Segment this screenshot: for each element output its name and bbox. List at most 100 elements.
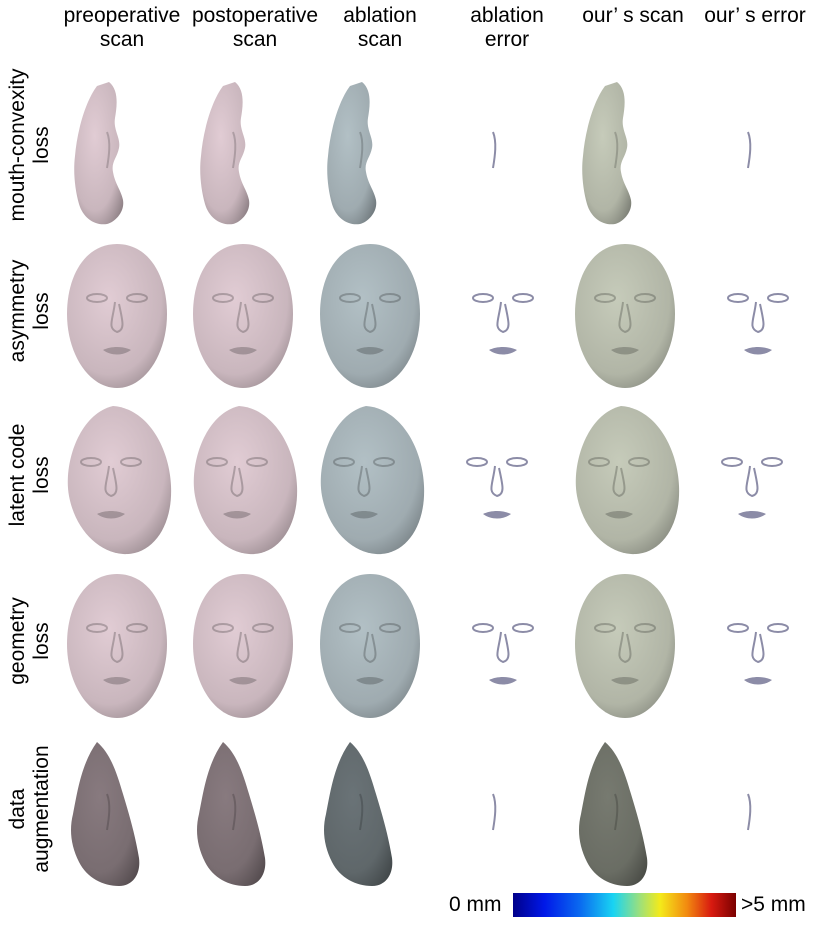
profile-contour bbox=[492, 131, 497, 169]
row-label-line1: geometry bbox=[6, 597, 29, 685]
postoperative-scan-4 bbox=[183, 566, 303, 726]
eye-feature bbox=[212, 623, 234, 633]
face-surface bbox=[712, 742, 780, 886]
ablation-scan-2 bbox=[310, 236, 430, 396]
mouth-feature bbox=[738, 511, 766, 519]
eye-feature bbox=[761, 457, 783, 467]
eye-feature bbox=[466, 457, 488, 467]
profile-contour bbox=[614, 131, 619, 169]
row-label-asymmetry: asymmetry loss bbox=[0, 236, 60, 386]
eye-feature bbox=[126, 293, 148, 303]
eye-feature bbox=[512, 293, 534, 303]
row-label-latent-code: latent code loss bbox=[0, 400, 60, 550]
face-render bbox=[320, 574, 420, 718]
nose-feature bbox=[363, 631, 377, 664]
nose-feature bbox=[110, 301, 124, 334]
postoperative-scan-5 bbox=[183, 734, 303, 894]
eye-feature bbox=[86, 623, 108, 633]
mouth-feature bbox=[489, 347, 517, 355]
eye-feature bbox=[339, 293, 361, 303]
ours-scan-3 bbox=[565, 400, 685, 560]
ablation-error-map-2 bbox=[443, 236, 563, 396]
column-header-line1: postoperative bbox=[191, 4, 319, 27]
preoperative-scan-4 bbox=[57, 566, 177, 726]
eye-feature bbox=[246, 457, 268, 467]
nose-feature bbox=[612, 465, 626, 498]
column-header-ablation-error: ablation error bbox=[432, 4, 582, 52]
eye-feature bbox=[634, 293, 656, 303]
eye-feature bbox=[333, 457, 355, 467]
face-surface bbox=[74, 82, 124, 225]
face-surface bbox=[579, 742, 648, 886]
face-render bbox=[721, 457, 783, 519]
face-render bbox=[200, 82, 250, 225]
column-header-line2: scan bbox=[232, 28, 278, 51]
ours-scan-5 bbox=[565, 734, 685, 894]
face-render bbox=[320, 406, 425, 555]
row-label-line2: loss bbox=[30, 126, 53, 164]
eye-feature bbox=[212, 293, 234, 303]
column-header-ours-scan: our’ s scan bbox=[558, 4, 708, 28]
nose-feature bbox=[236, 631, 250, 664]
eye-feature bbox=[472, 623, 494, 633]
row-label-line1: mouth-convexity bbox=[6, 68, 29, 222]
face-render bbox=[466, 457, 528, 519]
column-header-line1: our’ s error bbox=[704, 4, 806, 27]
face-surface bbox=[193, 574, 293, 718]
face-surface bbox=[197, 742, 266, 886]
row-label-line1: latent code bbox=[6, 423, 29, 527]
eye-feature bbox=[767, 293, 789, 303]
nose-feature bbox=[751, 631, 765, 664]
eye-feature bbox=[80, 457, 102, 467]
mouth-feature bbox=[605, 511, 633, 519]
face-render bbox=[747, 131, 752, 169]
eye-feature bbox=[512, 623, 534, 633]
postoperative-scan-1 bbox=[183, 72, 303, 232]
mouth-feature bbox=[229, 677, 257, 685]
nose-feature bbox=[230, 465, 244, 498]
nose-feature bbox=[236, 301, 250, 334]
face-render bbox=[575, 406, 680, 555]
face-surface bbox=[708, 244, 808, 388]
face-surface bbox=[193, 244, 293, 388]
eye-feature bbox=[86, 293, 108, 303]
profile-contour bbox=[492, 793, 497, 831]
face-surface bbox=[460, 82, 509, 224]
colorbar-max-label: >5 mm bbox=[741, 893, 806, 916]
eye-feature bbox=[339, 623, 361, 633]
ours-error-map-1 bbox=[698, 72, 818, 232]
eye-feature bbox=[252, 623, 274, 633]
face-surface bbox=[67, 574, 167, 718]
eye-feature bbox=[594, 293, 616, 303]
row-label-line2: loss bbox=[30, 622, 53, 660]
face-surface bbox=[67, 406, 172, 555]
profile-contour bbox=[359, 793, 364, 831]
face-render bbox=[67, 574, 167, 718]
profile-contour bbox=[359, 131, 364, 169]
face-surface bbox=[200, 82, 250, 225]
ours-error-map-3 bbox=[698, 400, 818, 560]
eye-feature bbox=[628, 457, 650, 467]
face-render bbox=[193, 574, 293, 718]
ours-error-map-5 bbox=[698, 734, 818, 894]
colorbar-min-label: 0 mm bbox=[449, 893, 502, 916]
profile-contour bbox=[232, 131, 237, 169]
face-render bbox=[575, 244, 675, 388]
face-surface bbox=[453, 574, 553, 718]
ours-scan-2 bbox=[565, 236, 685, 396]
face-render bbox=[460, 82, 509, 224]
profile-contour bbox=[106, 793, 111, 831]
ablation-scan-5 bbox=[310, 734, 430, 894]
face-surface bbox=[320, 244, 420, 388]
eye-feature bbox=[126, 623, 148, 633]
nose-feature bbox=[496, 631, 510, 664]
profile-contour bbox=[106, 131, 111, 169]
eye-feature bbox=[120, 457, 142, 467]
face-surface bbox=[708, 574, 808, 718]
face-surface bbox=[320, 406, 425, 555]
eye-feature bbox=[727, 623, 749, 633]
face-render bbox=[193, 244, 293, 388]
nose-feature bbox=[363, 301, 377, 334]
ours-error-map-2 bbox=[698, 236, 818, 396]
column-header-ablation-scan: ablation scan bbox=[305, 4, 455, 52]
